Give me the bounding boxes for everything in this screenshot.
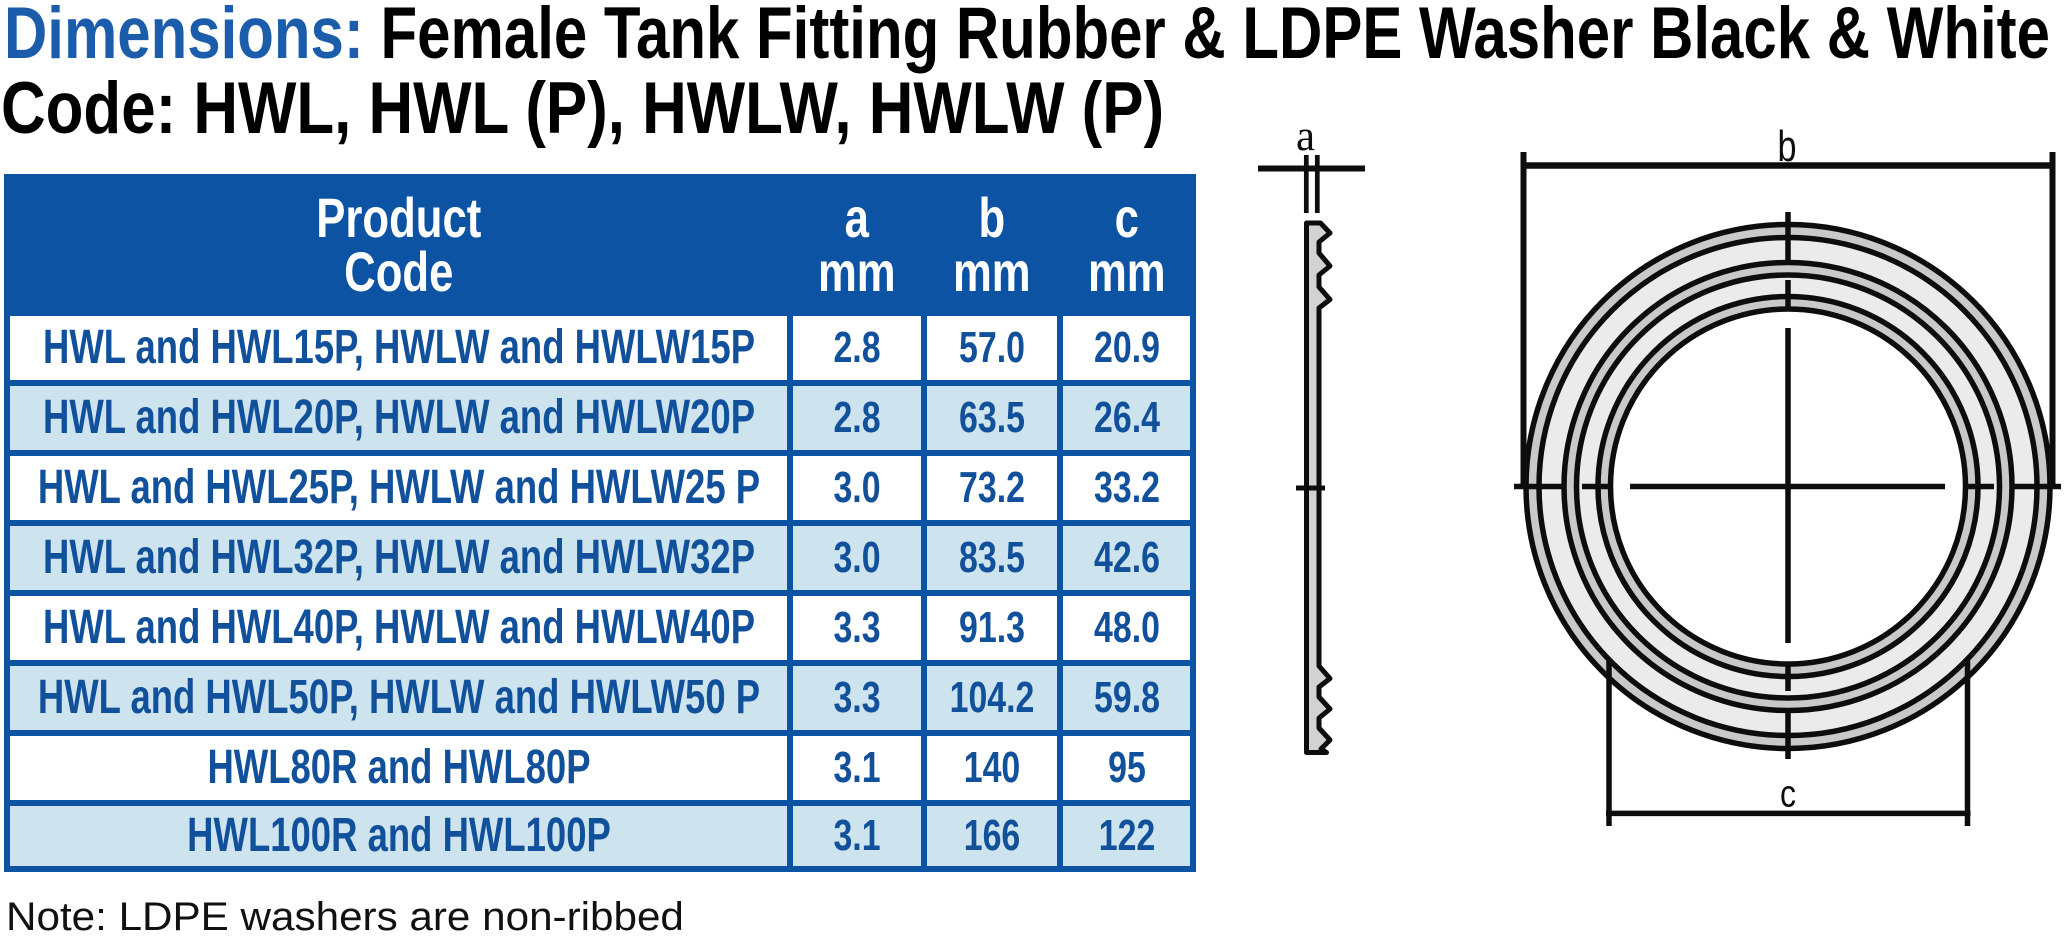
svg-text:c: c — [1780, 774, 1796, 816]
svg-text:a: a — [1296, 113, 1315, 160]
svg-text:b: b — [1778, 122, 1797, 171]
